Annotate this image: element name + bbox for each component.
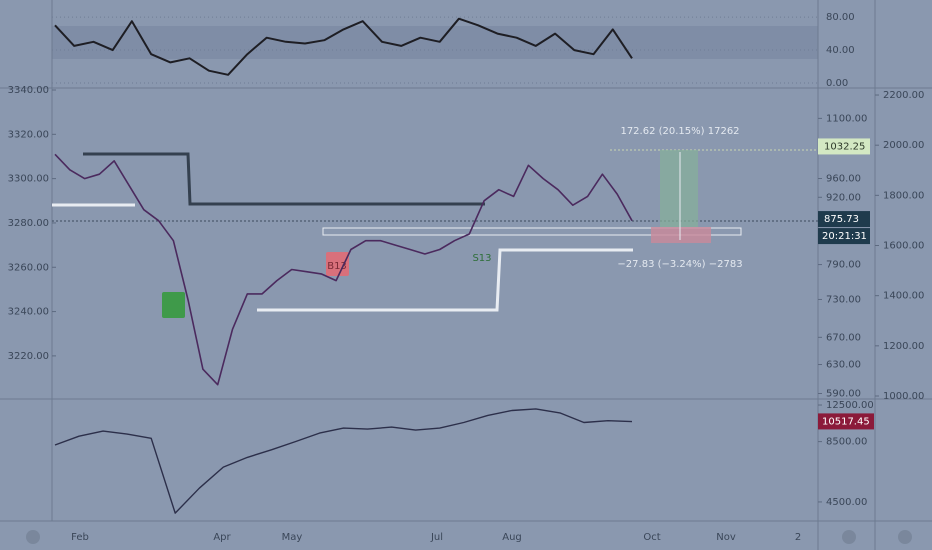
signal-box	[326, 252, 349, 276]
y-tick-label: 920.00	[826, 192, 861, 203]
countdown-label: 20:21:31	[822, 231, 867, 242]
y-tick-label: 730.00	[826, 294, 861, 305]
x-tick-label: Aug	[502, 532, 522, 543]
range-box	[322, 227, 742, 236]
trend-step-line	[83, 152, 485, 206]
x-tick-label: Feb	[71, 532, 89, 543]
support-step-line	[257, 248, 633, 312]
y-tick-label: 3320.00	[8, 129, 49, 140]
x-tick-label: Jul	[430, 532, 443, 543]
y-tick-label: 1100.00	[826, 113, 867, 124]
x-tick-label: May	[282, 532, 303, 543]
last-value-label: 10517.45	[822, 416, 870, 427]
y-tick-label: 8500.00	[826, 437, 867, 448]
rsi-band	[52, 26, 818, 59]
y-tick-label: 12500.00	[826, 400, 874, 411]
icon-button[interactable]	[898, 530, 912, 544]
signal-label: B13	[327, 261, 347, 272]
x-tick-label: Apr	[213, 532, 231, 543]
last-value-box	[818, 413, 874, 430]
y-tick-label: 3240.00	[8, 307, 49, 318]
price-marker-label: 1032.25	[824, 141, 865, 152]
y-tick-label: 3260.00	[8, 262, 49, 273]
y-tick-label: 1400.00	[883, 291, 924, 302]
y-tick-label: 1000.00	[883, 391, 924, 402]
y-tick-label: 0.00	[826, 78, 848, 89]
signal-label: S13	[472, 253, 491, 264]
price-marker-box	[818, 138, 870, 155]
y-tick-label: 3340.00	[8, 85, 49, 96]
y-tick-label: 790.00	[826, 260, 861, 271]
y-tick-label: 80.00	[826, 12, 855, 23]
icon-button[interactable]	[842, 530, 856, 544]
toolbar	[26, 530, 912, 544]
x-tick-label: 2	[795, 532, 801, 543]
y-tick-label: 40.00	[826, 45, 855, 56]
countdown-box	[818, 228, 870, 245]
y-tick-label: 1200.00	[883, 341, 924, 352]
buy-signal-box	[162, 292, 185, 318]
y-tick-label: 2000.00	[883, 140, 924, 151]
y-tick-label: 590.00	[826, 388, 861, 399]
loss-zone	[651, 227, 711, 243]
icon-button[interactable]	[26, 530, 40, 544]
x-tick-label: Oct	[643, 532, 660, 543]
comparison-line	[54, 408, 633, 514]
y-tick-label: 670.00	[826, 332, 861, 343]
y-tick-label: 960.00	[826, 173, 861, 184]
profit-zone	[660, 150, 698, 227]
price-marker-label: 875.73	[824, 214, 859, 225]
y-tick-label: 630.00	[826, 360, 861, 371]
measure-label: 172.62 (20.15%) 17262	[620, 126, 739, 137]
y-tick-label: 2200.00	[883, 90, 924, 101]
price-marker-box	[818, 211, 870, 228]
y-tick-label: 3300.00	[8, 174, 49, 185]
y-tick-label: 3280.00	[8, 218, 49, 229]
y-tick-label: 4500.00	[826, 497, 867, 508]
y-tick-label: 3220.00	[8, 351, 49, 362]
y-tick-label: 1800.00	[883, 190, 924, 201]
y-tick-label: 1600.00	[883, 241, 924, 252]
measure-label: −27.83 (−3.24%) −2783	[617, 259, 742, 270]
price-line	[54, 153, 633, 386]
rsi-line	[54, 17, 633, 76]
x-tick-label: Nov	[716, 532, 736, 543]
